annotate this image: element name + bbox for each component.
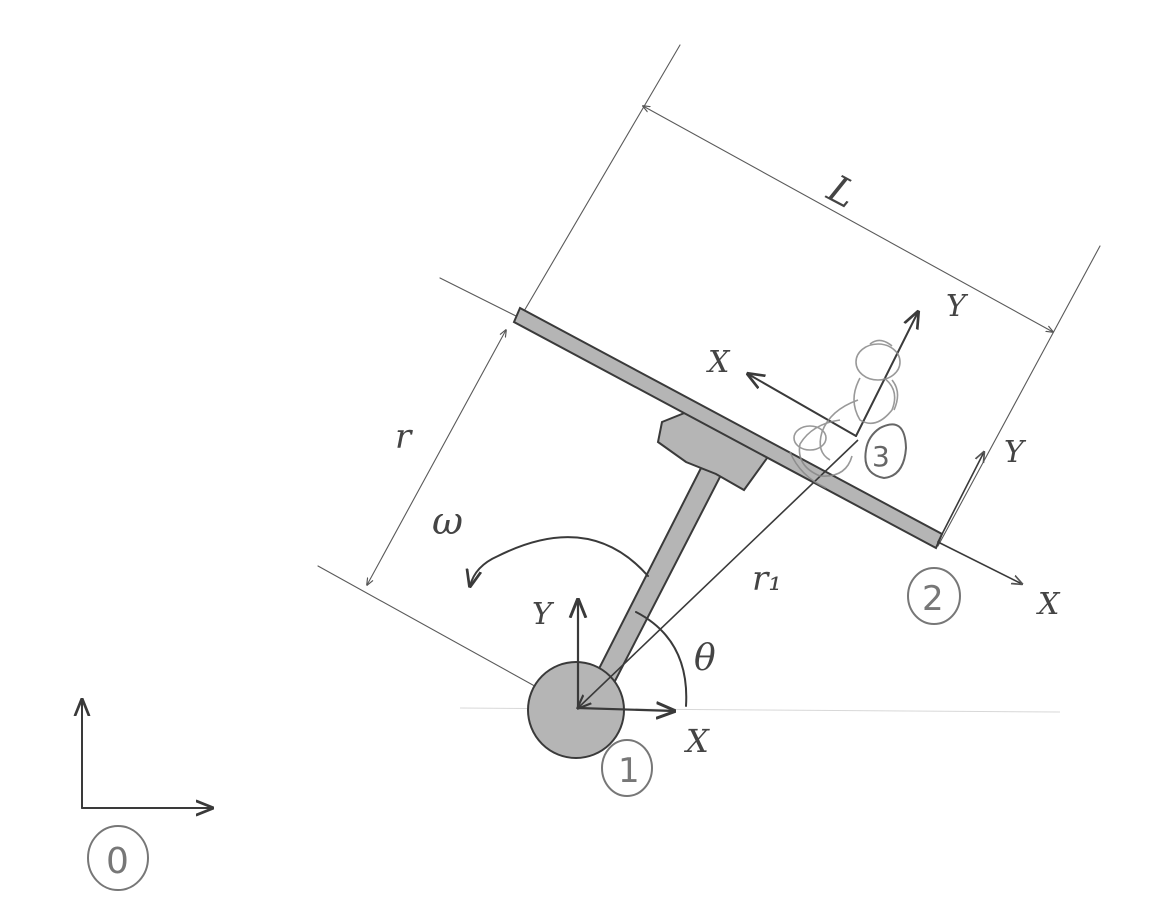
frame2-axes: X Y [937, 435, 1061, 622]
frame1-axes: Y X [532, 597, 710, 760]
omega-arc [470, 536, 649, 586]
omega-label: ω [432, 499, 463, 543]
r1-line [578, 439, 859, 708]
svg-text:1: 1 [618, 751, 640, 791]
frame0-axes [82, 700, 212, 808]
length-label: L [820, 166, 864, 217]
theta-arc [635, 611, 688, 707]
frame3-axes: X Y [706, 289, 969, 437]
length-dimension-line [643, 106, 1053, 332]
frame3-y-label: Y [946, 289, 969, 324]
frame0-badge: 0 [87, 825, 149, 891]
frame1-x-label: X [683, 722, 710, 760]
frame2-y-label: Y [1004, 435, 1027, 470]
svg-text:3: 3 [872, 440, 890, 473]
theta-label: θ [694, 638, 716, 679]
crank-link [577, 408, 772, 716]
r1-label: r₁ [752, 559, 782, 599]
frame1-badge: 1 [601, 739, 653, 797]
svg-text:2: 2 [922, 579, 944, 619]
frame1-y-label: Y [532, 597, 555, 632]
radius-dimension-line [367, 330, 506, 585]
frame3-x-label: X [706, 345, 731, 380]
svg-text:0: 0 [106, 841, 129, 882]
stick-figure-icon [789, 339, 901, 489]
frame3-badge: 3 [864, 423, 908, 480]
frame2-x-label: X [1036, 587, 1061, 622]
frame2-badge: 2 [907, 567, 961, 625]
radius-label: r [395, 417, 413, 457]
